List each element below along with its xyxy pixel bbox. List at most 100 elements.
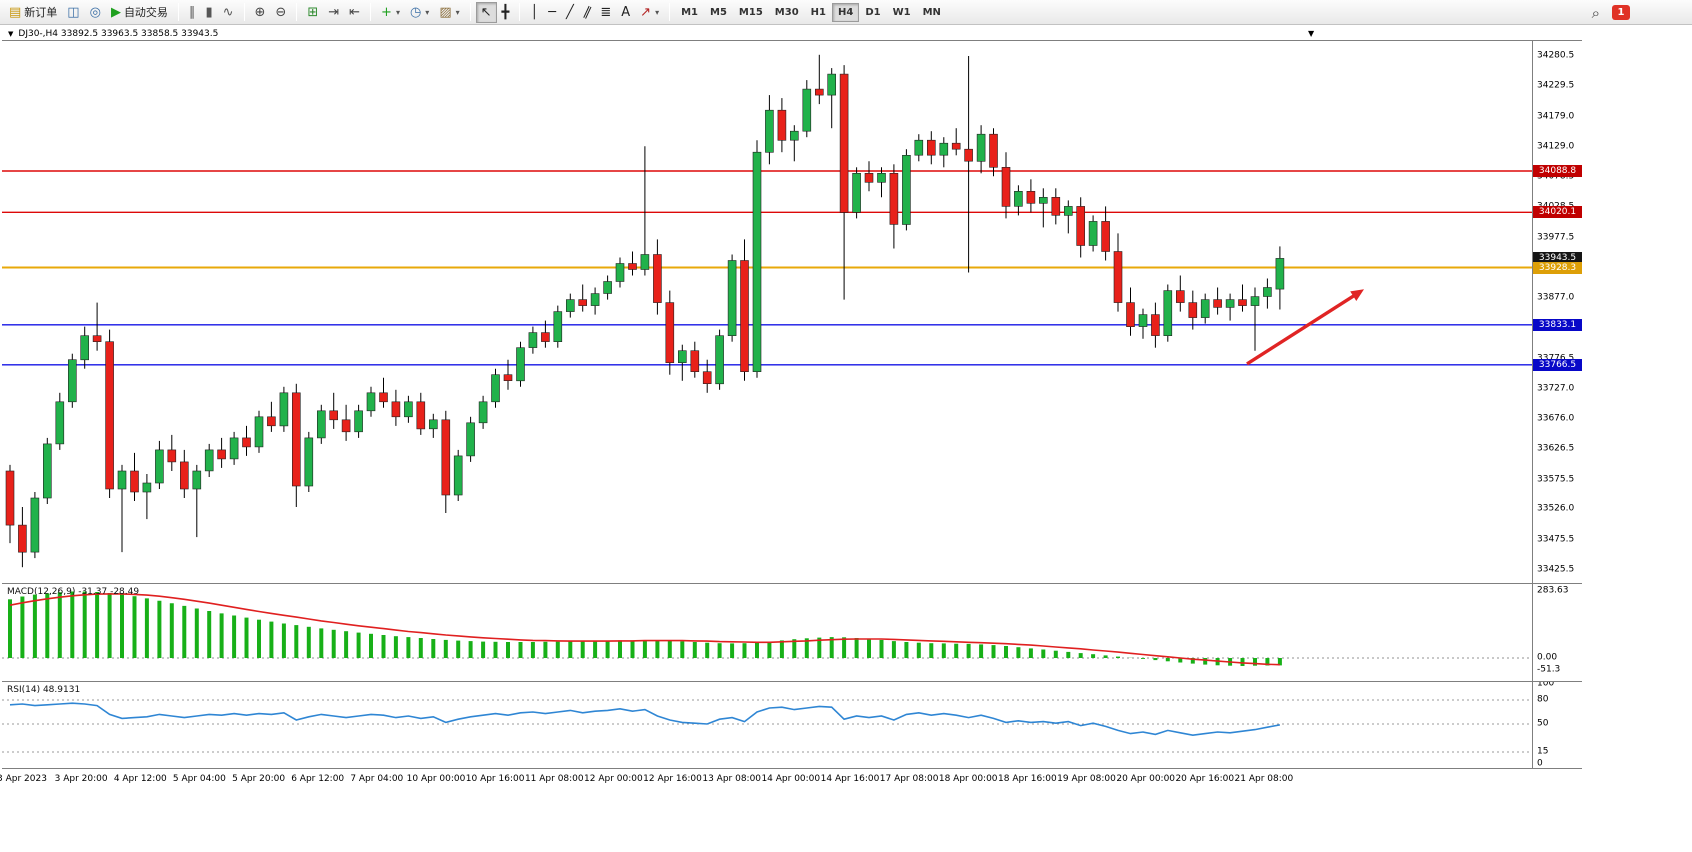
candle bbox=[267, 401, 276, 432]
templates-icon: ▨ bbox=[439, 4, 452, 20]
x-axis-label: 20 Apr 16:00 bbox=[1175, 774, 1235, 784]
search-icon[interactable]: ⌕ bbox=[1591, 3, 1600, 22]
zoom-out-icon: ⊖ bbox=[275, 4, 287, 20]
time-axis: 3 Apr 2023 3 Apr 20:00 4 Apr 12:00 5 Apr 04… bbox=[0, 768, 1582, 790]
zoom-in-button[interactable]: ⊕ bbox=[250, 2, 271, 23]
chart-menu-icon[interactable]: ▼ bbox=[8, 29, 14, 38]
macd-canvas[interactable] bbox=[2, 584, 1532, 681]
templates-button[interactable]: ▨ ▾ bbox=[434, 2, 464, 23]
candle bbox=[827, 68, 837, 129]
rsi-panel[interactable]: 100 80 50 15 0 RSI(14) 48.9131 bbox=[2, 681, 1582, 768]
y-axis-label: 33526.0 bbox=[1537, 503, 1575, 514]
candle bbox=[578, 284, 588, 312]
candle bbox=[852, 167, 861, 219]
candle bbox=[142, 474, 152, 520]
candle bbox=[516, 341, 525, 387]
x-axis-label: 5 Apr 20:00 bbox=[232, 774, 286, 784]
candle bbox=[379, 377, 388, 408]
y-axis-label: 34129.0 bbox=[1537, 141, 1575, 152]
candle bbox=[1001, 152, 1011, 219]
candle bbox=[5, 464, 15, 544]
macd-panel[interactable]: 283.63 0.00 -51.3 MACD(12,26,9) -31.37 -28… bbox=[2, 583, 1582, 681]
timeframe-m15-button[interactable]: M15 bbox=[733, 3, 769, 22]
line-chart-button[interactable]: ∿ bbox=[218, 2, 239, 23]
chart-shift-icon: ⇤ bbox=[349, 4, 361, 20]
notification-badge[interactable]: 1 bbox=[1612, 5, 1630, 20]
candle bbox=[1088, 215, 1098, 252]
periods-button[interactable]: ◷ ▾ bbox=[405, 2, 434, 23]
price-tag: 33766.5 bbox=[1533, 358, 1582, 371]
candle bbox=[254, 410, 264, 453]
candle bbox=[1039, 188, 1048, 228]
timeframe-d1-button[interactable]: D1 bbox=[859, 3, 886, 22]
auto-scroll-button[interactable]: ⇥ bbox=[323, 2, 344, 23]
new-chart-button[interactable]: ◫ bbox=[62, 2, 84, 23]
price-panel[interactable]: 34280.534229.534179.034129.034078.534028… bbox=[2, 40, 1582, 583]
timeframe-m5-button[interactable]: M5 bbox=[704, 3, 733, 22]
macd-axis: 283.63 0.00 -51.3 bbox=[1532, 584, 1581, 681]
price-chart-canvas[interactable] bbox=[2, 41, 1532, 583]
ohlc-bars-button[interactable]: ∥ bbox=[184, 2, 201, 23]
timeframe-w1-button[interactable]: W1 bbox=[887, 3, 917, 22]
trendline-button[interactable]: ╱ bbox=[561, 2, 579, 23]
equidistant-channel-icon: ∥ bbox=[580, 3, 594, 21]
vertical-line-button[interactable]: │ bbox=[525, 2, 543, 23]
candle bbox=[665, 290, 675, 375]
candle bbox=[1275, 246, 1285, 310]
chart-window[interactable]: ▼ DJ30-,H4 33892.5 33963.5 33858.5 33943… bbox=[0, 26, 1582, 790]
chart-shift-marker-icon[interactable]: ▼ bbox=[1308, 29, 1315, 38]
tile-windows-button[interactable]: ⊞ bbox=[302, 2, 323, 23]
timeframe-mn-button[interactable]: MN bbox=[917, 3, 947, 22]
new-chart-icon: ◫ bbox=[67, 4, 80, 20]
arrows-dropdown-arrow[interactable]: ▾ bbox=[655, 7, 660, 17]
x-axis-label: 20 Apr 00:00 bbox=[1116, 774, 1176, 784]
periods-dropdown-arrow[interactable]: ▾ bbox=[425, 7, 430, 17]
autotrading-button[interactable]: ▶ 自动交易 bbox=[106, 2, 173, 23]
indicators-dropdown-arrow[interactable]: ▾ bbox=[395, 7, 400, 17]
candle bbox=[914, 134, 924, 162]
indicators-button[interactable]: + ▾ bbox=[376, 2, 405, 23]
candle bbox=[503, 359, 513, 390]
candle bbox=[1250, 287, 1260, 351]
macd-scale-label: 0.00 bbox=[1537, 652, 1558, 663]
candle bbox=[1051, 188, 1061, 225]
timeframe-m30-button[interactable]: M30 bbox=[769, 3, 805, 22]
candle bbox=[777, 98, 787, 153]
equidistant-channel-button[interactable]: ∥ bbox=[579, 2, 596, 23]
timeframe-m1-button[interactable]: M1 bbox=[675, 3, 704, 22]
candle bbox=[229, 431, 239, 465]
candle bbox=[1163, 284, 1173, 342]
rsi-canvas[interactable] bbox=[2, 682, 1532, 768]
candle bbox=[727, 254, 737, 342]
candle bbox=[1200, 293, 1210, 324]
candlesticks-button[interactable]: ▮ bbox=[200, 2, 217, 23]
toolbar-separator bbox=[519, 3, 521, 21]
x-axis-label: 4 Apr 12:00 bbox=[113, 774, 167, 784]
candle bbox=[428, 413, 438, 438]
toolbar-separator bbox=[296, 3, 298, 21]
candle bbox=[926, 131, 936, 165]
new-order-button[interactable]: ▤ 新订单 bbox=[4, 2, 62, 23]
x-axis-label: 7 Apr 04:00 bbox=[350, 774, 404, 784]
timeframe-h4-button[interactable]: H4 bbox=[832, 2, 860, 22]
timeframe-h1-button[interactable]: H1 bbox=[805, 3, 832, 22]
fibonacci-button[interactable]: ≣ bbox=[595, 2, 616, 23]
cursor-button[interactable]: ↖ bbox=[475, 1, 497, 23]
new-order-label: 新订单 bbox=[24, 6, 58, 19]
zoom-out-button[interactable]: ⊖ bbox=[270, 2, 291, 23]
candle bbox=[541, 320, 550, 348]
candle bbox=[690, 341, 700, 378]
chart-shift-button[interactable]: ⇤ bbox=[344, 2, 365, 23]
crosshair-button[interactable]: ╋ bbox=[497, 2, 515, 23]
annotation-arrow-line[interactable] bbox=[1246, 291, 1360, 366]
y-axis-label: 33727.0 bbox=[1537, 383, 1575, 394]
arrows-button[interactable]: ↗ ▾ bbox=[635, 2, 664, 23]
text-button[interactable]: A bbox=[616, 2, 635, 23]
candle bbox=[603, 275, 612, 300]
templates-dropdown-arrow[interactable]: ▾ bbox=[455, 7, 460, 17]
candle bbox=[889, 164, 899, 249]
profiles-button[interactable]: ◎ bbox=[85, 2, 106, 23]
candle bbox=[1151, 302, 1160, 348]
horizontal-line-button[interactable]: ─ bbox=[543, 2, 561, 23]
